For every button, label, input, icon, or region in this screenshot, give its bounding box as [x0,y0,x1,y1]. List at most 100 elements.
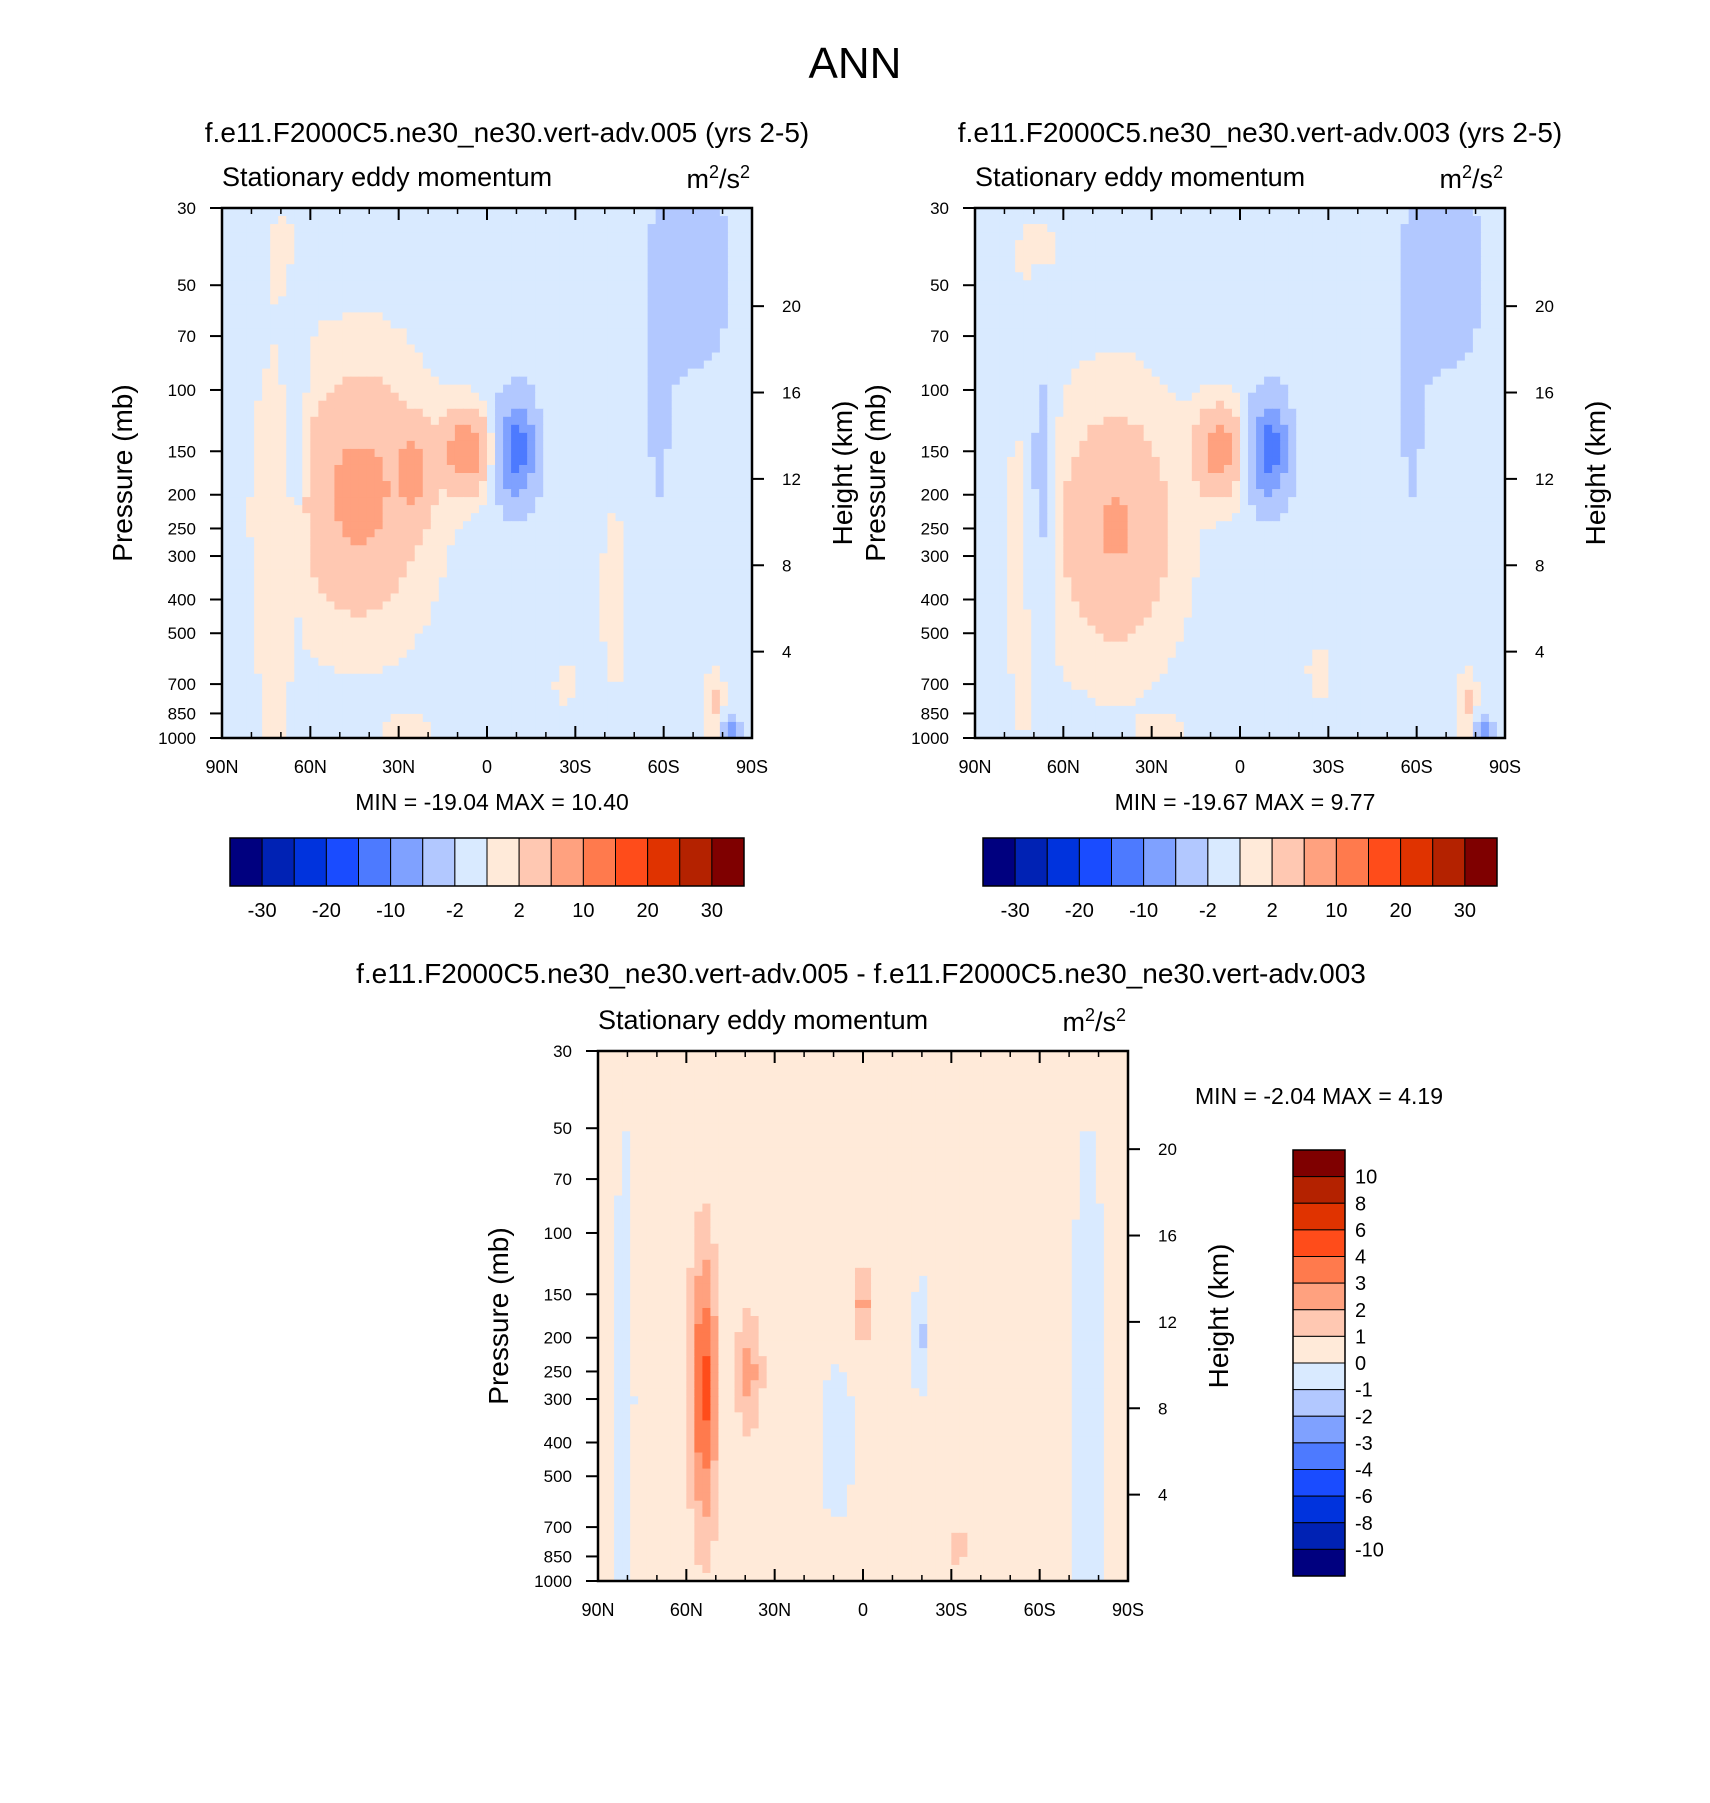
heatmap-cell [230,272,239,281]
heatmap-cell [727,288,737,297]
heatmap-cell [406,497,416,506]
heatmap-cell [495,272,504,281]
heatmap-cell [599,368,609,378]
heatmap-cell [527,673,536,683]
heatmap-cell [470,713,480,723]
heatmap-cell [663,609,673,619]
heatmap-cell [599,248,609,257]
heatmap-cell [326,256,336,265]
heatmap-cell [615,416,625,426]
heatmap-cell [446,432,456,442]
heatmap-cell [687,609,697,619]
heatmap-cell [487,272,496,281]
heatmap-cell [1448,248,1458,257]
heatmap-cell [519,521,528,530]
heatmap-cell [671,577,681,587]
heatmap-cell [503,713,512,723]
heatmap-cell [286,689,295,699]
heatmap-cell [1256,216,1265,225]
heatmap-cell [382,432,392,442]
heatmap-cell [663,705,673,715]
heatmap-cell [559,713,568,723]
heatmap-cell [711,272,721,281]
heatmap-cell [1320,264,1329,273]
heatmap-cell [631,248,641,257]
heatmap-cell [591,304,601,313]
heatmap-cell [503,513,512,522]
heatmap-cell [495,657,504,667]
heatmap-cell [567,336,576,346]
heatmap-cell [599,569,609,578]
heatmap-cell [559,360,568,370]
heatmap-cell [350,497,360,506]
heatmap-cell [374,432,384,442]
heatmap-cell [246,352,255,362]
heatmap-cell [487,440,496,450]
heatmap-cell [719,280,729,289]
heatmap-cell [334,264,344,273]
heatmap-cell [1408,216,1418,225]
heatmap-cell [551,481,560,490]
heatmap-cell [398,649,408,659]
heatmap-cell [358,328,368,338]
heatmap-cell [519,216,528,225]
heatmap-cell [478,312,488,322]
heatmap-cell [1079,208,1089,217]
heatmap-cell [406,344,416,354]
heatmap-cell [310,248,319,257]
heatmap-cell [735,473,745,482]
heatmap-cell [438,609,448,619]
heatmap-cell [551,713,560,723]
heatmap-cell [390,440,400,450]
heatmap-cell [294,569,303,578]
heatmap-cell [414,320,424,330]
heatmap-cell [535,497,544,506]
heatmap-cell [414,497,424,506]
heatmap-cell [270,408,279,418]
heatmap-cell [342,705,352,715]
heatmap-cell [222,729,231,739]
heatmap-cell [222,280,231,289]
heatmap-cell [503,448,512,458]
heatmap-cell [607,673,617,683]
heatmap-cell [511,208,520,217]
heatmap-cell [711,256,721,265]
heatmap-cell [679,625,689,635]
y-tick-label: 500 [168,624,196,643]
heatmap-cell [711,617,721,627]
heatmap-cell [270,641,279,651]
heatmap-cell [422,416,432,426]
heatmap-cell [647,328,657,338]
heatmap-cell [647,288,657,297]
heatmap-cell [607,585,617,595]
heatmap-cell [398,657,408,667]
heatmap-cell [278,256,287,265]
heatmap-cell [422,481,432,490]
heatmap-cell [302,240,311,249]
heatmap-cell [519,593,528,603]
heatmap-cell [430,617,440,627]
heatmap-cell [302,464,311,474]
heatmap-cell [350,376,360,386]
heatmap-cell [735,368,745,378]
heatmap-cell [575,408,584,418]
heatmap-cell [238,264,247,273]
heatmap-cell [999,232,1008,241]
heatmap-cell [230,416,239,426]
heatmap-cell [302,617,311,627]
heatmap-cell [438,272,448,281]
heatmap-cell [406,721,416,731]
heatmap-cell [1151,224,1161,233]
heatmap-cell [735,673,745,683]
heatmap-cell [310,617,319,627]
heatmap-cell [334,481,344,490]
heatmap-cell [575,232,584,241]
heatmap-cell [647,384,657,394]
heatmap-cell [727,440,737,450]
heatmap-cell [599,537,609,546]
heatmap-cell [599,360,609,370]
heatmap-cell [727,320,737,330]
heatmap-cell [639,569,649,578]
heatmap-cell [342,641,352,651]
heatmap-cell [478,625,488,635]
